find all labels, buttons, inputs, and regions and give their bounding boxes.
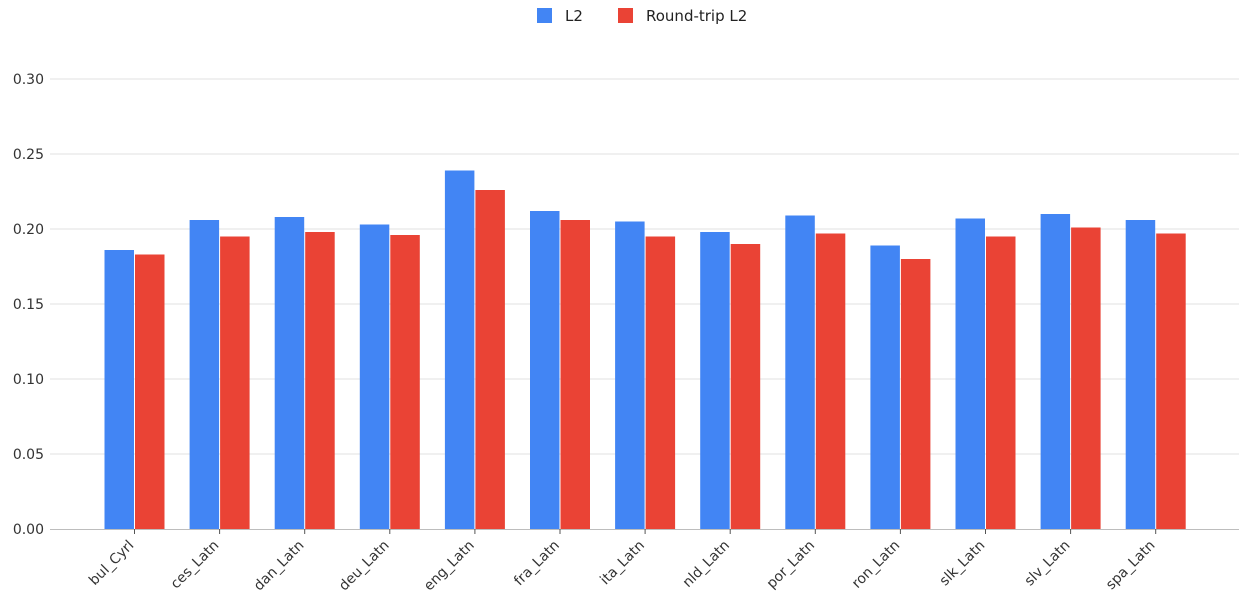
x-tick-label: eng_Latn xyxy=(421,538,478,595)
bar-round-trip-l2-slv_Latn xyxy=(1071,227,1101,529)
bar-l2-bul_Cyrl xyxy=(104,250,134,529)
x-tick-label: ita_Latn xyxy=(597,538,648,589)
bar-round-trip-l2-fra_Latn xyxy=(560,220,590,529)
y-tick-label: 0.10 xyxy=(13,372,44,388)
bar-l2-slk_Latn xyxy=(955,218,985,529)
y-tick-label: 0.20 xyxy=(13,222,44,238)
bar-round-trip-l2-spa_Latn xyxy=(1156,233,1186,529)
y-tick-label: 0.25 xyxy=(13,147,44,163)
legend-label-round-trip-l2: Round-trip L2 xyxy=(646,7,747,25)
bar-round-trip-l2-por_Latn xyxy=(815,233,846,529)
bar-round-trip-l2-deu_Latn xyxy=(390,235,420,529)
y-tick-label: 0.30 xyxy=(13,72,44,88)
bar-l2-por_Latn xyxy=(785,215,815,529)
x-tick-label: nld_Latn xyxy=(680,538,733,591)
x-tick-label: deu_Latn xyxy=(336,538,393,595)
bar-l2-fra_Latn xyxy=(530,211,560,529)
y-tick-label: 0.00 xyxy=(13,522,44,538)
bar-l2-deu_Latn xyxy=(359,224,390,529)
x-tick-label: ces_Latn xyxy=(168,538,223,593)
legend-swatch-round-trip-l2 xyxy=(618,8,633,23)
x-tick-label: slk_Latn xyxy=(937,538,989,590)
bar-l2-ita_Latn xyxy=(615,221,645,529)
bar-l2-dan_Latn xyxy=(274,217,305,529)
bar-round-trip-l2-slk_Latn xyxy=(986,236,1016,529)
x-tick-label: ron_Latn xyxy=(849,538,903,592)
bar-round-trip-l2-nld_Latn xyxy=(730,244,761,529)
bar-round-trip-l2-ita_Latn xyxy=(645,236,676,529)
x-tick-label: por_Latn xyxy=(764,538,818,592)
bar-round-trip-l2-ron_Latn xyxy=(900,259,931,529)
bar-l2-spa_Latn xyxy=(1125,220,1156,529)
legend-swatch-l2 xyxy=(537,8,552,23)
legend: L2 Round-trip L2 xyxy=(537,7,747,25)
bar-l2-nld_Latn xyxy=(700,232,730,529)
bar-l2-ces_Latn xyxy=(189,220,220,529)
y-tick-label: 0.15 xyxy=(13,297,44,313)
bar-l2-ron_Latn xyxy=(870,245,900,529)
x-tick-label: fra_Latn xyxy=(511,538,563,590)
y-axis-ticks: 0.00 0.05 0.10 0.15 0.20 0.25 0.30 xyxy=(13,72,44,538)
x-tick-label: bul_Cyrl xyxy=(86,538,137,589)
legend-label-l2: L2 xyxy=(565,7,583,25)
y-tick-label: 0.05 xyxy=(13,447,44,463)
x-tick-label: slv_Latn xyxy=(1022,538,1074,590)
bar-round-trip-l2-ces_Latn xyxy=(220,236,250,529)
bar-l2-eng_Latn xyxy=(444,170,475,529)
bars xyxy=(104,170,1186,529)
bar-round-trip-l2-bul_Cyrl xyxy=(135,254,165,529)
bar-l2-slv_Latn xyxy=(1040,214,1071,529)
x-axis-ticks: bul_Cyrl ces_Latn dan_Latn deu_Latn eng_Latn… xyxy=(86,529,1159,595)
bar-round-trip-l2-dan_Latn xyxy=(305,232,335,529)
x-tick-label: dan_Latn xyxy=(251,538,308,595)
x-tick-label: spa_Latn xyxy=(1103,538,1159,594)
bar-round-trip-l2-eng_Latn xyxy=(475,190,505,529)
